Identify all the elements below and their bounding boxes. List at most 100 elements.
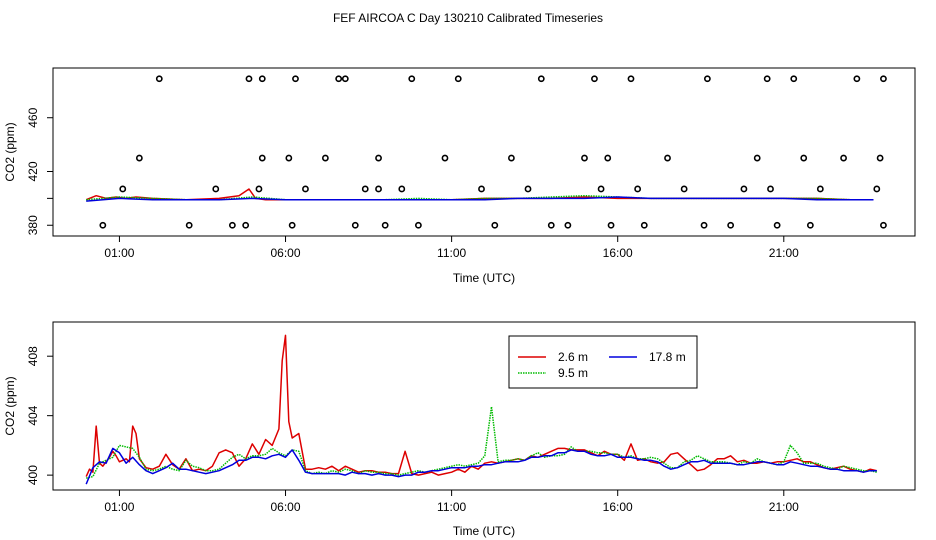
top-point-marker: [491, 221, 499, 229]
top-point-marker: [408, 75, 416, 83]
top-point-marker: [853, 75, 861, 83]
top-point-marker: [99, 221, 107, 229]
top-point-marker: [508, 154, 515, 162]
top-point-marker: [242, 221, 250, 229]
top-point-marker: [581, 154, 588, 162]
top-point-marker: [478, 185, 485, 193]
top-ylabel: CO2 (ppm): [3, 122, 17, 181]
top-point-marker: [155, 75, 163, 83]
bottom-y-tick-label: 404: [26, 405, 40, 425]
top-point-marker: [335, 75, 343, 83]
top-point-marker: [880, 221, 887, 229]
bottom-y-tick-label: 408: [26, 346, 40, 366]
top-x-ticks: 01:00 06:00 11:00 16:00 21:00: [104, 236, 799, 260]
top-point-marker: [381, 221, 389, 229]
top-series-lines: [85, 188, 874, 202]
top-point-marker: [255, 185, 263, 193]
top-point-marker: [800, 154, 808, 162]
top-point-marker: [607, 221, 615, 229]
top-point-marker: [361, 185, 369, 193]
bottom-plot-frame: [52, 321, 916, 491]
top-plot-frame: [52, 67, 916, 237]
legend: 2.6 m 9.5 m 17.8 m: [508, 335, 698, 389]
legend-label-17-8m: 17.8 m: [649, 350, 686, 364]
top-point-marker: [321, 154, 329, 162]
bottom-x-tick-label: 21:00: [769, 500, 799, 514]
bottom-x-ticks: 01:00 06:00 11:00 16:00 21:00: [104, 490, 799, 514]
top-point-marker: [767, 185, 774, 193]
top-point-marker: [245, 75, 253, 83]
top-point-marker: [212, 185, 220, 193]
top-point-marker: [351, 221, 359, 229]
top-point-marker: [258, 75, 266, 83]
top-x-tick-label: 06:00: [271, 246, 301, 260]
top-point-marker: [341, 75, 349, 83]
bottom-x-tick-label: 11:00: [437, 500, 466, 514]
top-point-marker: [790, 75, 798, 83]
bottom-series-line-2: [86, 405, 877, 479]
top-series-line-3: [86, 196, 874, 202]
top-panel: CO2 (ppm) Time (UTC) 01:00 06:00 11:00 16:0…: [3, 67, 916, 285]
top-y-tick-label: 460: [26, 107, 40, 127]
top-point-marker: [773, 221, 781, 229]
legend-label-2-6m: 2.6 m: [558, 350, 588, 364]
bottom-x-tick-label: 01:00: [104, 500, 134, 514]
top-point-marker: [454, 75, 462, 83]
top-x-tick-label: 16:00: [603, 246, 633, 260]
top-point-marker: [302, 185, 309, 193]
top-point-marker: [119, 185, 127, 193]
top-x-tick-label: 11:00: [437, 246, 466, 260]
legend-label-9-5m: 9.5 m: [558, 366, 588, 380]
top-point-marker: [627, 75, 635, 83]
top-point-marker: [258, 154, 266, 162]
top-point-marker: [414, 221, 422, 229]
top-xlabel: Time (UTC): [453, 271, 515, 285]
top-x-tick-label: 21:00: [769, 246, 799, 260]
top-point-marker: [840, 154, 847, 162]
top-point-marker: [816, 185, 824, 193]
bottom-series-line-3: [85, 447, 877, 485]
top-point-marker: [604, 154, 612, 162]
top-point-marker: [441, 154, 449, 162]
top-point-marker: [640, 221, 648, 229]
top-point-marker: [288, 221, 296, 229]
top-point-marker: [634, 185, 642, 193]
top-point-marker: [375, 185, 382, 193]
top-point-marker: [375, 154, 382, 162]
top-point-marker: [664, 154, 671, 162]
top-point-marker: [873, 185, 881, 193]
top-point-marker: [537, 75, 545, 83]
top-point-marker: [185, 221, 193, 229]
top-point-marker: [591, 75, 598, 83]
bottom-series-lines: [85, 334, 877, 485]
top-x-tick-label: 01:00: [104, 246, 134, 260]
top-point-marker: [740, 185, 748, 193]
bottom-panel: CO2 (ppm) Time (UTC) 01:00 06:00 11:00 16:0…: [3, 321, 916, 538]
chart-title: FEF AIRCOA C Day 130210 Calibrated Times…: [333, 11, 603, 25]
top-point-marker: [285, 154, 293, 162]
top-point-marker: [292, 75, 299, 83]
top-point-marker: [398, 185, 406, 193]
top-y-ticks: 380 420 460: [26, 107, 53, 235]
bottom-series-line-1: [85, 334, 877, 477]
bottom-y-tick-label: 400: [26, 465, 40, 485]
top-point-marker: [135, 154, 143, 162]
top-point-marker: [597, 185, 605, 193]
top-point-marker: [753, 154, 761, 162]
top-point-marker: [700, 221, 708, 229]
bottom-xlabel: Time (UTC): [453, 524, 515, 538]
top-point-marker: [806, 221, 814, 229]
top-y-tick-label: 420: [26, 161, 40, 181]
top-point-marker: [703, 75, 711, 83]
top-point-marker: [524, 185, 532, 193]
legend-box: [508, 335, 698, 389]
top-point-marker: [727, 221, 735, 229]
top-point-markers: [99, 75, 887, 229]
bottom-x-tick-label: 06:00: [271, 500, 301, 514]
top-point-marker: [876, 154, 884, 162]
bottom-ylabel: CO2 (ppm): [3, 376, 17, 435]
top-point-marker: [763, 75, 771, 83]
bottom-y-ticks: 400 404 408: [26, 346, 53, 485]
top-y-tick-label: 380: [26, 215, 40, 235]
